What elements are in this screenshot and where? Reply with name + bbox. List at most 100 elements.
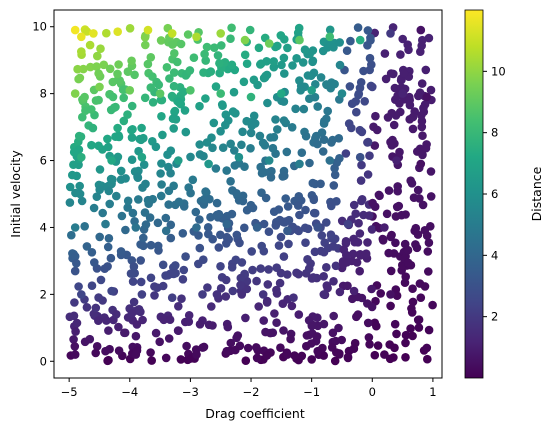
scatter-point [346, 36, 355, 46]
scatter-point [313, 139, 322, 149]
scatter-point [119, 116, 129, 126]
scatter-point [153, 218, 163, 228]
scatter-point [246, 128, 256, 138]
scatter-point [229, 87, 239, 97]
scatter-point [343, 219, 353, 229]
scatter-point [132, 320, 142, 329]
scatter-point [356, 176, 366, 185]
scatter-point [322, 263, 331, 272]
scatter-point [77, 152, 86, 162]
scatter-point [349, 344, 359, 354]
scatter-point [395, 147, 404, 157]
scatter-point [417, 79, 427, 88]
scatter-point [69, 335, 78, 344]
scatter-point [252, 353, 262, 363]
scatter-point [104, 186, 114, 196]
scatter-point [169, 81, 179, 91]
scatter-point [347, 123, 356, 133]
scatter-point [413, 315, 423, 325]
scatter-point [105, 64, 115, 74]
scatter-point [354, 90, 363, 100]
scatter-point [178, 275, 188, 284]
scatter-point [357, 293, 367, 303]
scatter-point [151, 142, 161, 152]
x-tick-label: −5 [61, 385, 78, 399]
scatter-point [200, 194, 209, 204]
scatter-point [112, 310, 121, 319]
scatter-point [283, 226, 292, 236]
scatter-point [378, 236, 388, 245]
scatter-point [158, 260, 168, 270]
scatter-point [316, 246, 326, 256]
scatter-point [301, 205, 310, 215]
scatter-point [165, 74, 174, 83]
scatter-point [235, 238, 244, 248]
scatter-point [232, 333, 241, 343]
scatter-point [114, 322, 123, 332]
scatter-point [313, 223, 323, 232]
scatter-point [279, 116, 289, 125]
scatter-point [301, 238, 310, 247]
scatter-point [350, 237, 360, 247]
scatter-point [218, 143, 228, 152]
scatter-point [292, 54, 301, 63]
scatter-point [240, 162, 249, 171]
scatter-point [75, 73, 85, 83]
scatter-point [227, 60, 237, 70]
scatter-points [65, 23, 437, 366]
scatter-point [298, 58, 308, 67]
scatter-point [113, 27, 122, 36]
scatter-point [70, 342, 80, 351]
scatter-point [280, 171, 289, 181]
scatter-point [276, 268, 286, 278]
scatter-point [182, 341, 191, 351]
scatter-point [423, 247, 433, 256]
scatter-point [174, 197, 184, 207]
scatter-point [275, 278, 285, 288]
scatter-point [371, 111, 380, 121]
scatter-point [364, 333, 374, 342]
scatter-point [204, 159, 213, 169]
scatter-point [127, 133, 137, 142]
scatter-point [125, 24, 135, 33]
scatter-point [195, 140, 204, 149]
scatter-point [232, 189, 241, 198]
scatter-point [345, 82, 355, 91]
scatter-point [148, 98, 158, 107]
scatter-point [70, 266, 80, 276]
scatter-point [283, 202, 293, 211]
scatter-point [154, 80, 164, 90]
scatter-point [364, 211, 374, 220]
scatter-point [96, 44, 105, 53]
scatter-point [105, 199, 114, 209]
scatter-point [373, 341, 383, 350]
scatter-point [424, 267, 433, 276]
scatter-point [173, 326, 183, 335]
scatter-point [192, 350, 201, 359]
scatter-point [95, 82, 104, 92]
scatter-point [195, 243, 205, 253]
scatter-point [381, 74, 391, 84]
scatter-point [131, 350, 141, 359]
scatter-point [203, 283, 212, 292]
scatter-point [158, 130, 167, 140]
scatter-point [317, 128, 327, 137]
scatter-point [92, 342, 102, 351]
scatter-point [189, 53, 199, 62]
scatter-point [271, 115, 280, 124]
scatter-point [313, 102, 323, 111]
scatter-point [403, 258, 413, 268]
scatter-point [128, 125, 137, 134]
scatter-point [368, 82, 377, 92]
scatter-point [75, 181, 84, 191]
scatter-point [78, 112, 87, 122]
scatter-point [185, 66, 195, 75]
scatter-point [227, 23, 236, 33]
scatter-point [281, 194, 291, 203]
scatter-point [85, 40, 95, 50]
scatter-point [307, 321, 317, 331]
scatter-point [330, 356, 340, 366]
scatter-point [329, 277, 338, 286]
scatter-point [211, 82, 221, 91]
scatter-point [392, 202, 402, 212]
